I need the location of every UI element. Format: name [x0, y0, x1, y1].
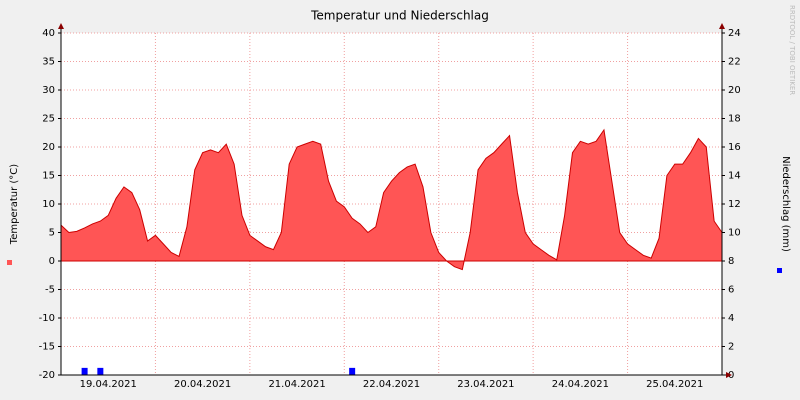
x-tick-label: 22.04.2021: [363, 379, 420, 390]
axis-arrow: [726, 372, 732, 378]
x-tick-label: 24.04.2021: [552, 379, 609, 390]
temperature-area: [61, 129, 722, 270]
y2-tick-label: 6: [728, 285, 734, 296]
y2-tick-label: 12: [728, 199, 741, 210]
y-tick-label: 0: [49, 256, 55, 267]
x-tick-label: 23.04.2021: [457, 379, 514, 390]
y-tick-label: 5: [49, 228, 55, 239]
chart-title: Temperatur und Niederschlag: [310, 9, 489, 23]
precipitation-bar: [349, 367, 356, 375]
y-tick-label: 40: [42, 28, 55, 39]
x-tick-label: 25.04.2021: [646, 379, 703, 390]
y2-tick-label: 10: [728, 228, 741, 239]
y-tick-label: -15: [39, 342, 55, 353]
y-tick-label: -10: [39, 313, 55, 324]
y-axis-label: Temperatur (°C): [9, 164, 20, 245]
x-tick-label: 20.04.2021: [174, 379, 231, 390]
y2-tick-label: 20: [728, 85, 741, 96]
y2-tick-label: 4: [728, 313, 734, 324]
y-tick-label: 25: [42, 114, 55, 125]
y2-tick-label: 16: [728, 142, 741, 153]
y2-tick-label: 18: [728, 114, 741, 125]
y2-tick-label: 2: [728, 342, 734, 353]
axis-arrow: [58, 23, 64, 29]
y2-tick-label: 22: [728, 57, 741, 68]
y-tick-label: 10: [42, 199, 55, 210]
y-tick-label: -20: [39, 370, 55, 381]
y2-axis-label: Niederschlag (mm): [780, 156, 791, 252]
legend-swatch: [7, 260, 12, 265]
x-tick-label: 19.04.2021: [80, 379, 137, 390]
y2-tick-label: 14: [728, 171, 741, 182]
y2-tick-label: 24: [728, 28, 741, 39]
y-tick-label: 35: [42, 57, 55, 68]
y-tick-label: 15: [42, 171, 55, 182]
y-tick-label: -5: [45, 285, 55, 296]
precipitation-bar: [81, 367, 88, 375]
x-tick-label: 21.04.2021: [268, 379, 325, 390]
temperature-line: [60, 128, 723, 271]
watermark: RRDTOOL / TOBI OETIKER: [788, 5, 796, 95]
y2-tick-label: 8: [728, 256, 734, 267]
y-tick-label: 30: [42, 85, 55, 96]
axis-arrow: [719, 23, 725, 29]
legend-swatch: [777, 268, 782, 273]
y-tick-label: 20: [42, 142, 55, 153]
precipitation-bar: [97, 367, 104, 375]
y2-tick-label: 0: [728, 370, 734, 381]
